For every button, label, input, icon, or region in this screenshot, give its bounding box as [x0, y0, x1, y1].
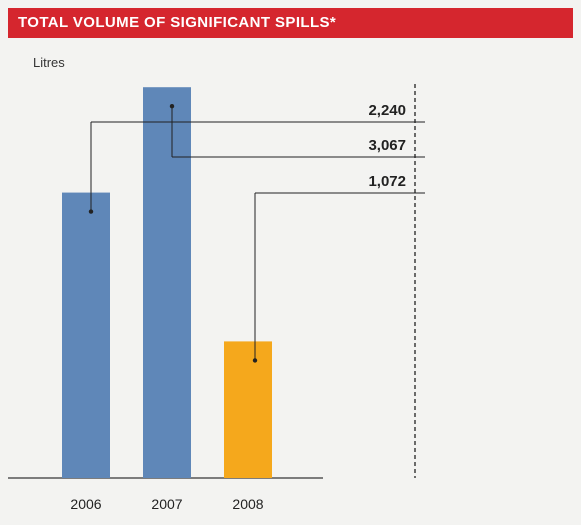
bar-2007: [143, 87, 191, 479]
unit-label: Litres: [33, 55, 65, 70]
tick-label-2008: 2008: [232, 496, 263, 512]
chart-title: TOTAL VOLUME OF SIGNIFICANT SPILLS*: [18, 14, 337, 31]
bar-2006: [62, 192, 110, 479]
tick-label-2006: 2006: [70, 496, 101, 512]
tick-label-2007: 2007: [151, 496, 182, 512]
callout-dot-2008: [252, 358, 258, 363]
chart-title-bar: TOTAL VOLUME OF SIGNIFICANT SPILLS*: [8, 8, 573, 38]
callout-dot-2006: [88, 209, 94, 214]
callout-dot-2007: [169, 104, 175, 109]
data-label-2007: 3,067: [368, 137, 406, 154]
data-label-2006: 2,240: [368, 102, 406, 119]
bar-2008: [224, 341, 272, 478]
data-label-2008: 1,072: [368, 173, 406, 190]
